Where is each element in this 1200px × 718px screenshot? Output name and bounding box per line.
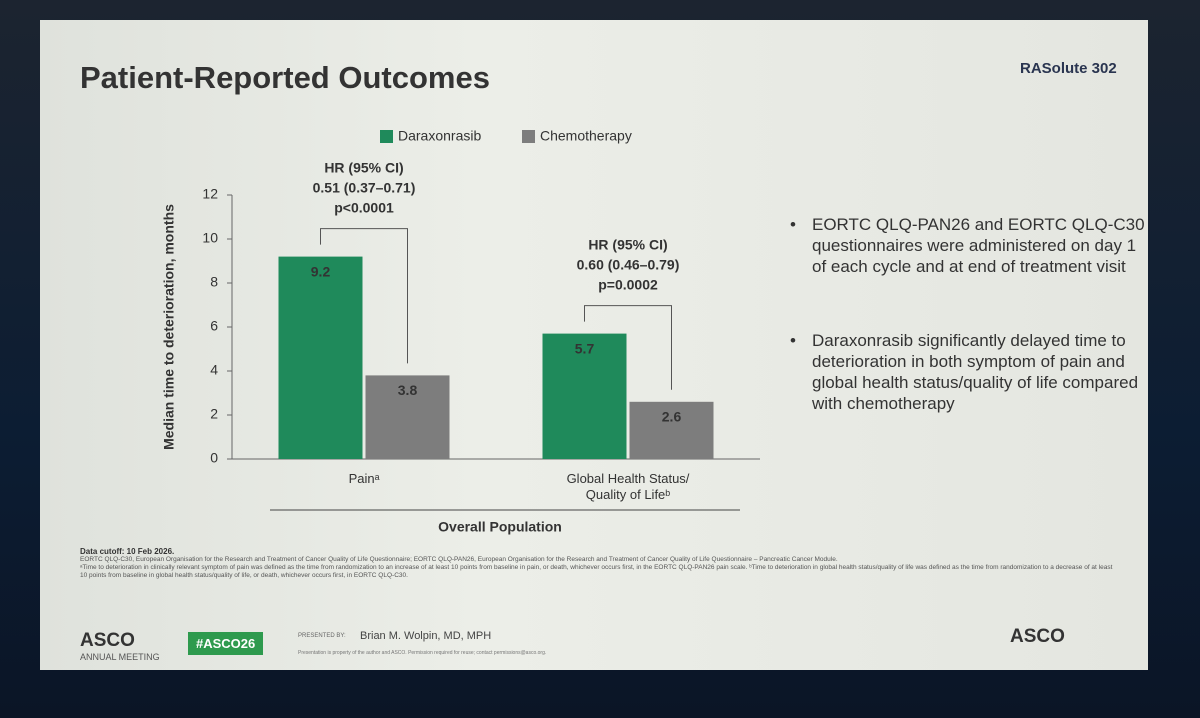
hashtag: #ASCO26 [188,632,264,655]
x-axis-label: Overall Population [438,519,562,535]
y-tick-label: 0 [210,450,218,466]
slide-title: Patient-Reported Outcomes [80,60,490,95]
annotation: p=0.0002 [598,276,658,292]
legend-label: Daraxonrasib [398,128,481,144]
y-tick-label: 6 [210,318,218,334]
legend-swatch [380,130,393,143]
bracket [584,305,672,390]
notice: Presentation is property of the author a… [298,650,547,656]
presenter: Brian M. Wolpin, MD, MPH [360,630,492,642]
annotation: 0.60 (0.46–0.79) [577,256,680,272]
footnote: EORTC QLQ-C30, European Organisation for… [80,556,838,563]
annotation: p<0.0001 [334,199,394,215]
y-tick-label: 8 [210,274,218,290]
data-label: 9.2 [311,263,331,279]
x-tick-label: Global Health Status/ Quality of Lifeᵇ [566,471,690,502]
meeting: ASCO [80,630,135,651]
y-tick-label: 10 [202,230,218,246]
y-axis-label: Median time to deterioration, months [161,204,177,450]
bar [278,256,363,459]
bracket [320,228,408,364]
footnote: Data cutoff: 10 Feb 2026. [80,547,175,556]
presented-by: PRESENTED BY: [298,633,346,639]
footnote: ᵃTime to deterioration in clinically rel… [80,564,1113,579]
annotation: HR (95% CI) [324,159,403,175]
legend-swatch [522,130,535,143]
y-tick-label: 12 [202,186,218,202]
annotation: 0.51 (0.37–0.71) [313,179,416,195]
bar [365,375,450,459]
data-label: 2.6 [662,409,682,425]
footnotes: Data cutoff: 10 Feb 2026. EORTC QLQ-C30,… [80,548,1120,580]
study-logo: RASolute 302 [1020,60,1117,77]
bullet: Daraxonrasib significantly delayed time … [790,330,1152,414]
legend-label: Chemotherapy [540,128,632,144]
bar [629,401,714,459]
y-tick-label: 2 [210,406,218,422]
data-label: 3.8 [398,382,418,398]
x-tick-label: Painᵃ [348,471,380,486]
y-tick-label: 4 [210,362,218,378]
annotation: HR (95% CI) [588,236,667,252]
bullet: EORTC QLQ-PAN26 and EORTC QLQ-C30 questi… [790,214,1152,277]
asco-logo: ASCO [1010,626,1065,647]
data-label: 5.7 [575,340,595,356]
bar [542,333,627,459]
meeting-sub: ANNUAL MEETING [80,652,160,662]
slide: Patient-Reported Outcomes RASolute 302 E… [40,20,1148,670]
